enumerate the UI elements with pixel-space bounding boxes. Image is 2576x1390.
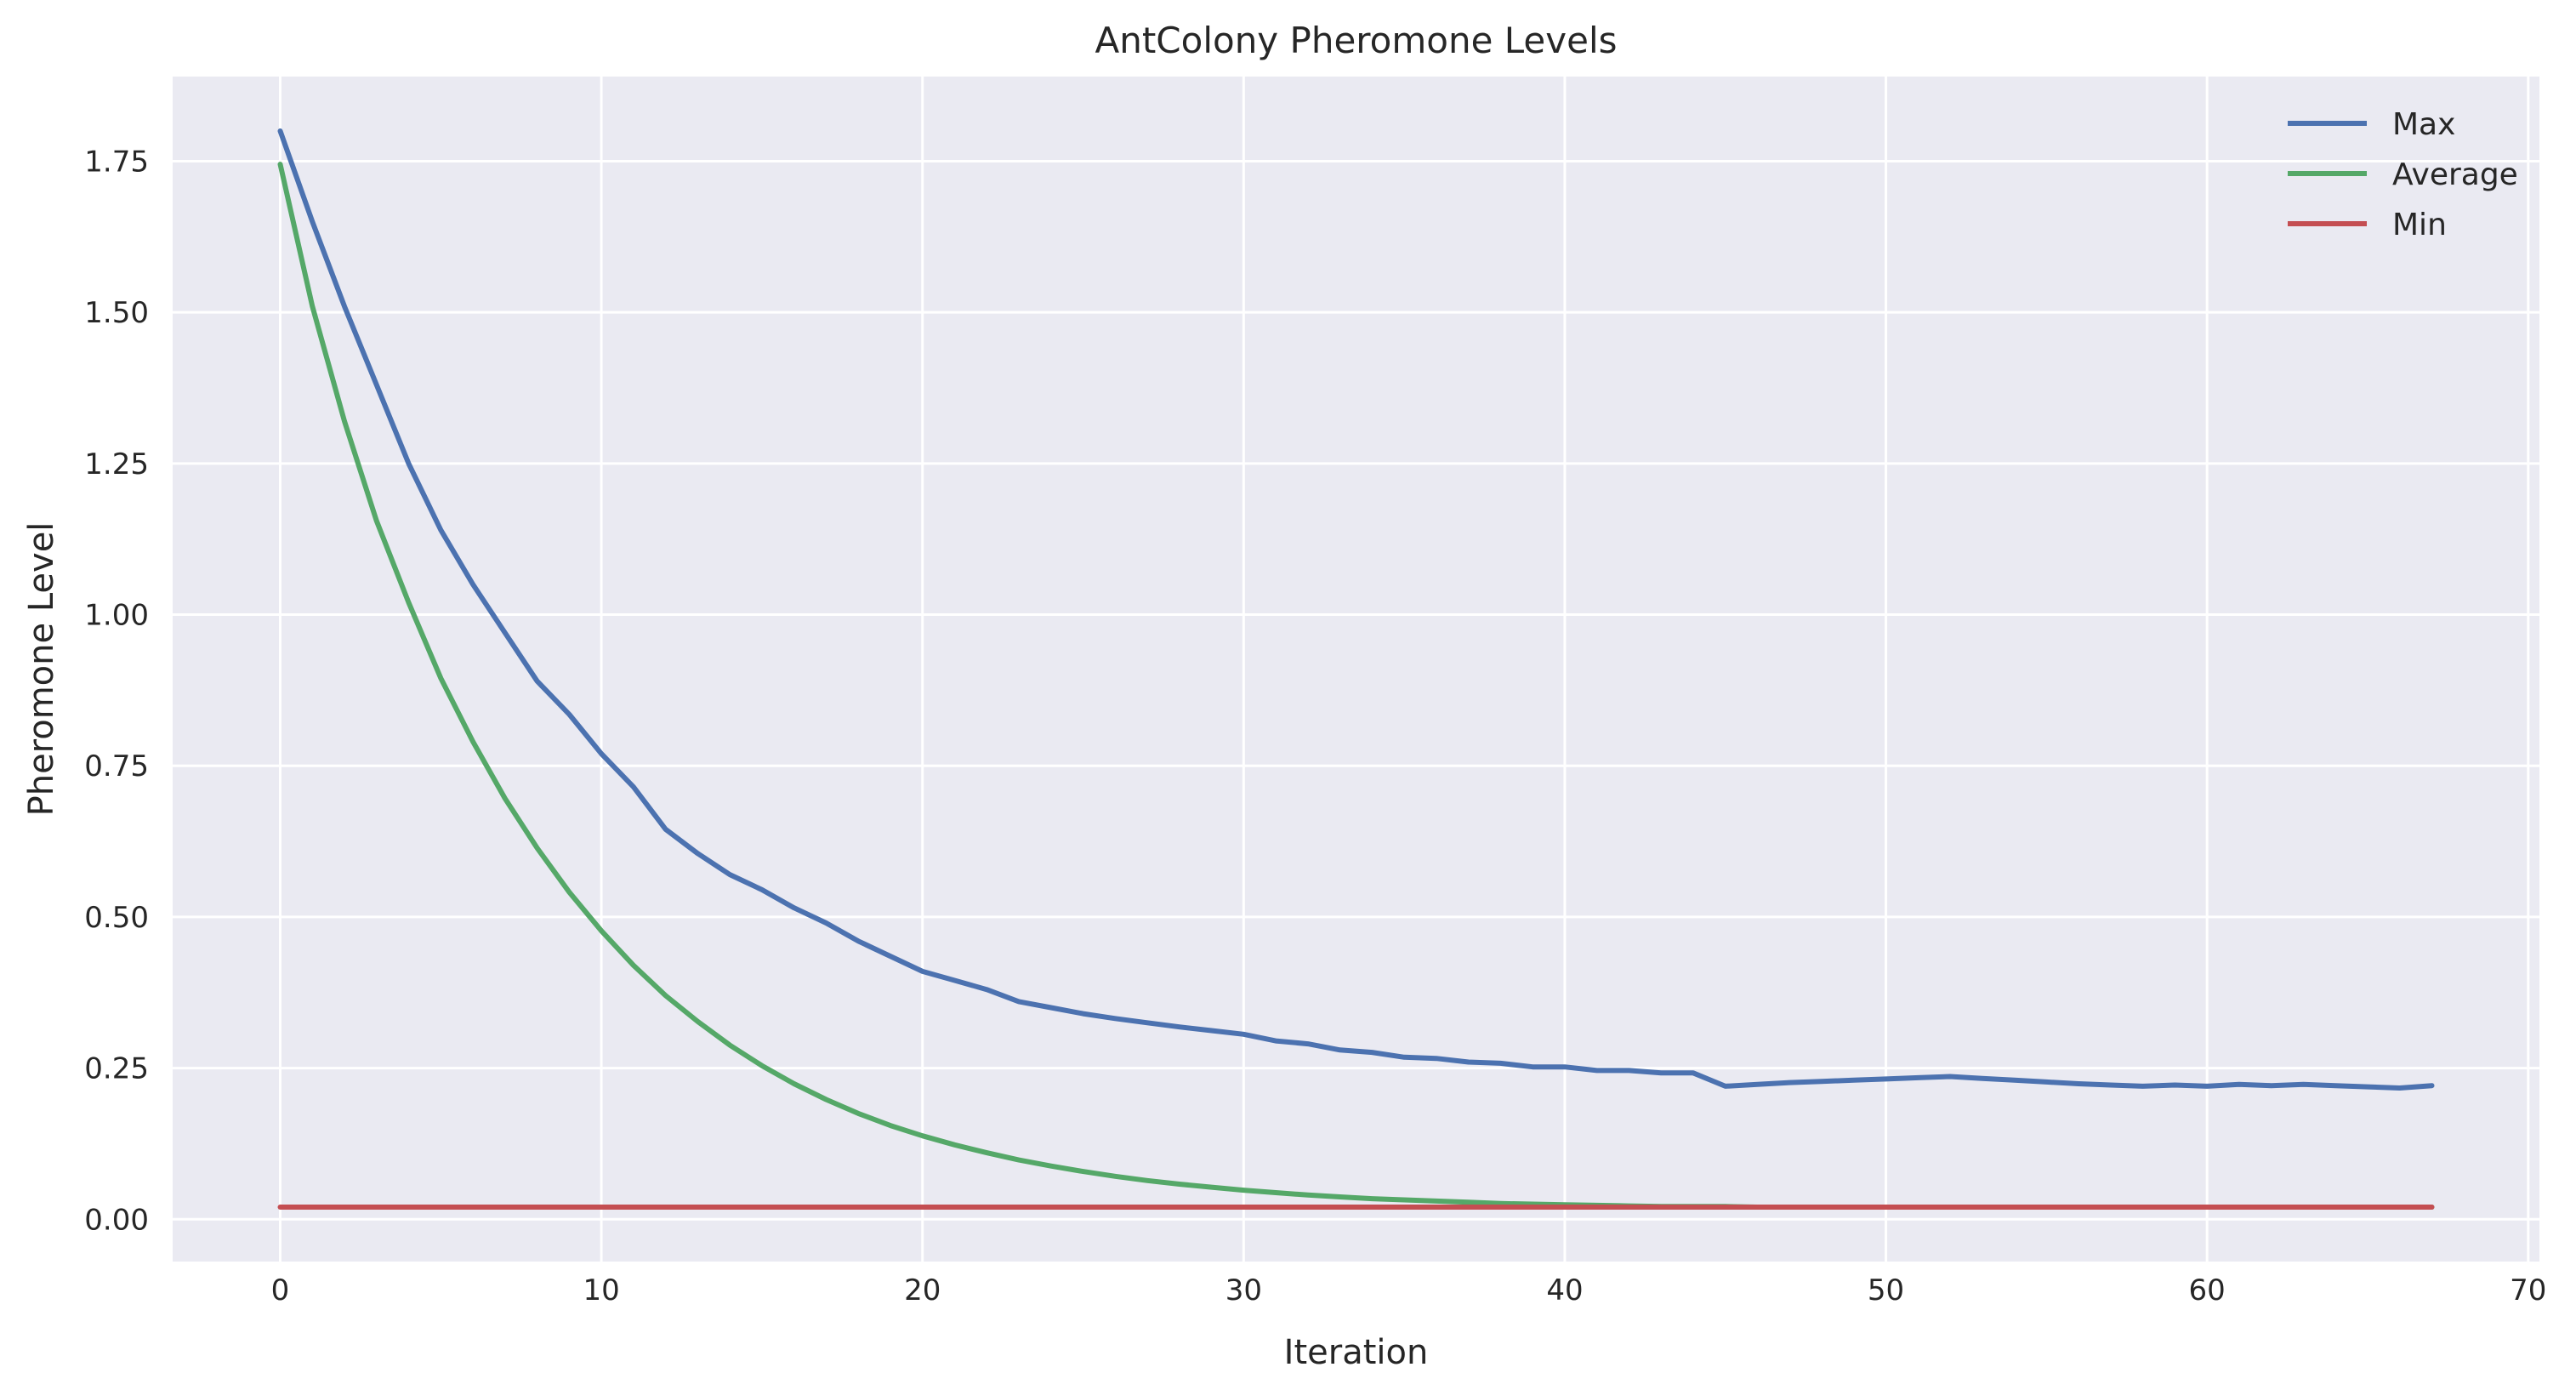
x-tick-label: 60 [2189, 1273, 2226, 1307]
x-tick-label: 30 [1225, 1273, 1262, 1307]
y-tick-label: 0.25 [84, 1052, 149, 1086]
series-lines [277, 128, 2435, 1210]
x-tick-label: 50 [1868, 1273, 1904, 1307]
y-tick-label: 0.00 [84, 1203, 149, 1237]
series-line-max [277, 128, 2435, 1091]
y-tick-label: 1.25 [84, 447, 149, 481]
y-tick-label: 1.00 [84, 599, 149, 633]
legend-label-max: Max [2392, 107, 2455, 142]
y-tick-label: 0.75 [84, 749, 149, 783]
plot-background [173, 77, 2539, 1262]
grid-lines [173, 77, 2539, 1262]
y-axis-ticks: 0.00 0.25 0.50 0.75 1.00 1.25 1.50 1.75 [84, 145, 149, 1238]
x-tick-label: 10 [583, 1273, 619, 1307]
legend-label-average: Average [2392, 157, 2518, 192]
x-tick-label: 20 [904, 1273, 941, 1307]
x-tick-label: 70 [2510, 1273, 2546, 1307]
x-axis-ticks: 0 10 20 30 40 50 60 70 [271, 1273, 2547, 1307]
y-tick-label: 1.50 [84, 296, 149, 330]
x-axis-title: Iteration [1284, 1333, 1429, 1372]
x-tick-label: 0 [271, 1273, 290, 1307]
y-axis-title: Pheromone Level [22, 522, 61, 817]
y-tick-label: 1.75 [84, 145, 149, 179]
legend: Max Average Min [2288, 107, 2518, 242]
y-tick-label: 0.50 [84, 901, 149, 935]
x-tick-label: 40 [1546, 1273, 1583, 1307]
chart-title: AntColony Pheromone Levels [1095, 20, 1617, 61]
legend-label-min: Min [2392, 208, 2447, 242]
